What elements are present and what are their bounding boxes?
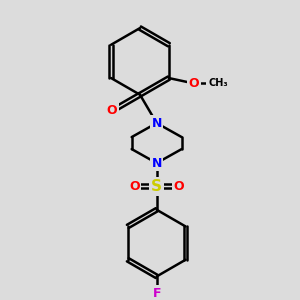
Text: F: F xyxy=(152,287,161,300)
Text: O: O xyxy=(174,180,184,193)
Text: O: O xyxy=(189,76,199,90)
Text: N: N xyxy=(152,157,162,169)
Text: N: N xyxy=(152,117,162,130)
Text: CH₃: CH₃ xyxy=(208,78,228,88)
Text: O: O xyxy=(107,104,117,117)
Text: O: O xyxy=(129,180,140,193)
Text: S: S xyxy=(151,179,162,194)
